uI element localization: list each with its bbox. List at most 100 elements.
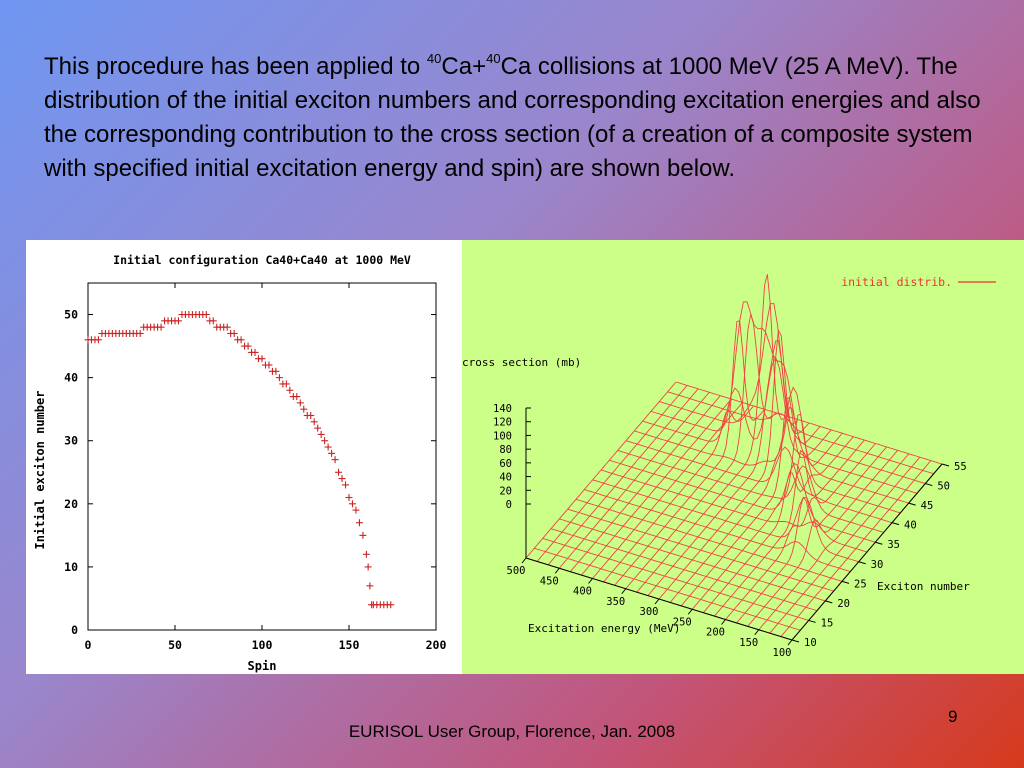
scatter-xtick-label: 200: [426, 638, 447, 652]
surface-exciton-tick-label: 20: [837, 598, 850, 610]
surface-energy-tick-mark: [687, 608, 693, 615]
surface-energy-tick-label: 250: [673, 616, 692, 628]
surface-ztick-label: 40: [499, 472, 512, 484]
surface-exciton-tick-label: 10: [804, 637, 817, 649]
surface-exciton-tick-mark: [858, 561, 866, 565]
surface-exciton-tick-mark: [808, 619, 816, 623]
scatter-xtick-label: 50: [168, 638, 182, 652]
surface-grid-line: [736, 446, 887, 624]
surface-grid-line: [603, 405, 754, 583]
paragraph-part3: Ca collisions at 1000 MeV (25 A MeV). Th…: [44, 53, 981, 182]
paragraph-part2: Ca+: [441, 53, 487, 80]
scatter-ytick-label: 10: [64, 560, 78, 574]
surface-xlabel: Excitation energy (MeV): [528, 622, 680, 635]
scatter-point: [338, 475, 346, 483]
surface-energy-tick-mark: [621, 588, 627, 595]
surface-grid-line: [647, 340, 799, 596]
surface-zlabel: cross section (mb): [462, 356, 581, 369]
surface-ztick-label: 60: [499, 458, 512, 470]
scatter-point: [310, 418, 318, 426]
surface-ztick-label: 100: [493, 430, 512, 442]
surface-energy-tick-label: 300: [640, 606, 659, 618]
scatter-point: [352, 506, 360, 514]
scatter-chart: Initial configuration Ca40+Ca40 at 1000 …: [33, 253, 447, 673]
scatter-point: [265, 361, 273, 369]
surface-energy-tick-mark: [521, 557, 527, 564]
scatter-axes: 0 50 100 150 200 0 10 20 30 40 50: [64, 282, 447, 652]
scatter-chart-panel: Initial configuration Ca40+Ca40 at 1000 …: [26, 240, 462, 674]
surface-axes: 1401201008060402005004504003503002502001…: [493, 403, 967, 659]
surface-grid-line: [780, 460, 932, 637]
surface-exciton-tick-mark: [925, 483, 933, 487]
scatter-xtick-label: 100: [252, 638, 273, 652]
scatter-point: [258, 355, 266, 363]
scatter-points: [84, 311, 395, 609]
surface-grid-line: [569, 395, 721, 572]
surface-exciton-tick-mark: [941, 463, 950, 467]
scatter-point: [286, 386, 294, 394]
scatter-point: [307, 411, 315, 419]
scatter-point: [94, 336, 102, 344]
surface-energy-tick-label: 150: [739, 637, 758, 649]
surface-grid-line: [525, 381, 677, 559]
footer-text: EURISOL User Group, Florence, Jan. 2008: [348, 722, 676, 741]
scatter-point: [342, 481, 350, 489]
scatter-point: [293, 393, 301, 401]
surface-exciton-tick-mark: [791, 639, 800, 643]
surface-grid-line: [614, 320, 766, 586]
surface-exciton-tick-mark: [891, 522, 900, 526]
scatter-point: [174, 317, 182, 325]
scatter-point: [136, 329, 144, 337]
surface-energy-tick-label: 200: [706, 627, 725, 639]
scatter-xlabel: Spin: [248, 659, 277, 673]
surface-ztick-label: 80: [499, 444, 512, 456]
scatter-point: [364, 563, 372, 571]
surface-energy-tick-label: 500: [507, 565, 526, 577]
scatter-point: [355, 519, 363, 527]
scatter-xtick-label: 0: [85, 638, 92, 652]
surface-grid-line: [691, 413, 843, 610]
surface-energy-tick-mark: [721, 619, 726, 625]
surface-grid-line: [625, 313, 777, 590]
surface-exciton-axis: [791, 463, 943, 641]
surface-grid-line: [636, 274, 788, 593]
scatter-point: [157, 323, 165, 331]
surface-grid-line: [758, 453, 910, 631]
scatter-point: [359, 531, 367, 539]
scatter-point: [348, 500, 356, 508]
slide-paragraph: This procedure has been applied to 40Ca+…: [44, 50, 994, 186]
scatter-ytick-label: 30: [64, 434, 78, 448]
surface-grid-line: [592, 402, 743, 579]
scatter-point: [345, 494, 353, 502]
scatter-point: [324, 443, 332, 451]
surface-energy-tick-mark: [754, 629, 760, 636]
scatter-point: [317, 430, 325, 438]
surface-grid-line: [702, 436, 854, 613]
surface-ztick-label: 0: [506, 499, 512, 511]
surface-ztick-label: 120: [493, 417, 512, 429]
surface-exciton-tick-label: 35: [887, 539, 900, 551]
scatter-point: [244, 342, 252, 350]
scatter-point: [331, 456, 339, 464]
scatter-point: [202, 311, 210, 319]
surface-exciton-tick-mark: [825, 600, 833, 604]
mass-number-sup-1: 40: [426, 51, 442, 66]
surface-grid-line: [536, 385, 688, 562]
page-number: 9: [948, 707, 958, 726]
surface-energy-tick-mark: [588, 578, 593, 584]
surface-energy-tick-label: 100: [773, 647, 792, 659]
surface-grid-line: [714, 439, 865, 617]
scatter-xtick-label: 150: [339, 638, 360, 652]
scatter-point: [314, 424, 322, 432]
surface-exciton-tick-label: 50: [937, 481, 950, 493]
scatter-point: [366, 582, 374, 590]
surface-ztick-label: 20: [499, 485, 512, 497]
scatter-point: [251, 348, 259, 356]
paragraph-part1: This procedure has been applied to: [44, 53, 427, 80]
surface-exciton-tick-label: 55: [954, 461, 967, 473]
surface-grid-line: [680, 396, 832, 607]
scatter-point: [321, 437, 329, 445]
scatter-point: [230, 329, 238, 337]
surface-exciton-tick-mark: [875, 541, 883, 545]
surface-grid-line: [558, 392, 710, 569]
